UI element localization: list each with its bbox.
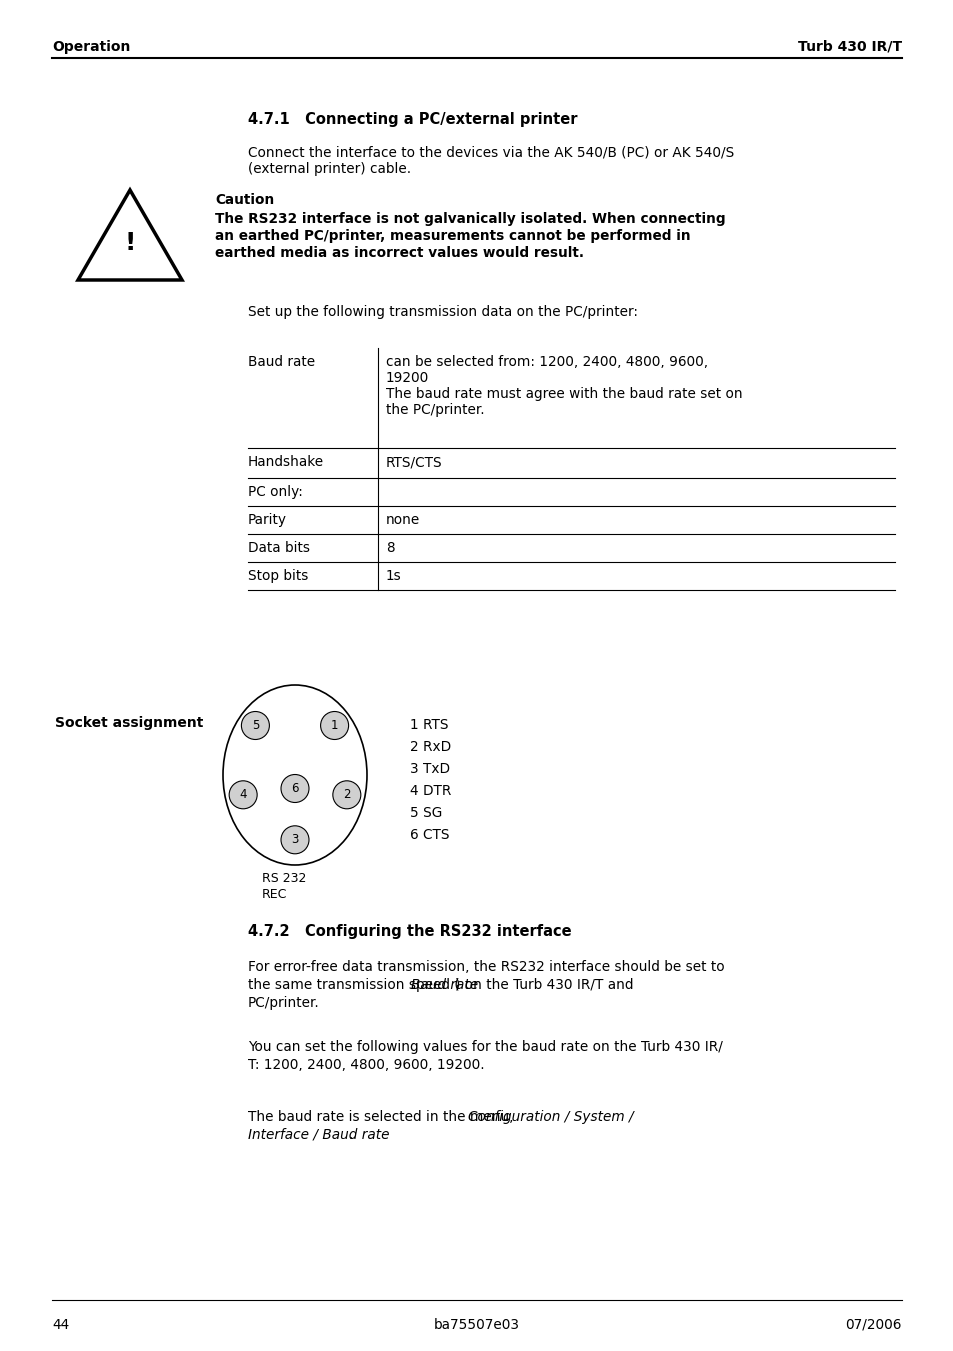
Text: Operation: Operation (52, 41, 131, 54)
Text: Stop bits: Stop bits (248, 569, 308, 584)
Text: Interface / Baud rate: Interface / Baud rate (248, 1128, 389, 1142)
Text: can be selected from: 1200, 2400, 4800, 9600,: can be selected from: 1200, 2400, 4800, … (386, 355, 707, 369)
Text: Baud rate: Baud rate (248, 355, 314, 369)
Text: 07/2006: 07/2006 (844, 1319, 901, 1332)
Text: PC/printer.: PC/printer. (248, 996, 319, 1011)
Text: 2 RxD: 2 RxD (410, 740, 451, 754)
Text: Set up the following transmission data on the PC/printer:: Set up the following transmission data o… (248, 305, 638, 319)
Text: ba75507e03: ba75507e03 (434, 1319, 519, 1332)
Text: !: ! (124, 231, 135, 255)
Text: .: . (348, 1128, 353, 1142)
Text: 1: 1 (331, 719, 338, 732)
Text: earthed media as incorrect values would result.: earthed media as incorrect values would … (214, 246, 583, 259)
Circle shape (281, 825, 309, 854)
Text: Parity: Parity (248, 513, 287, 527)
Text: Handshake: Handshake (248, 455, 324, 469)
Circle shape (320, 712, 348, 739)
Text: 3 TxD: 3 TxD (410, 762, 450, 775)
Text: The RS232 interface is not galvanically isolated. When connecting: The RS232 interface is not galvanically … (214, 212, 725, 226)
Text: 2: 2 (343, 788, 350, 801)
Text: none: none (386, 513, 420, 527)
Text: 4.7.1   Connecting a PC/external printer: 4.7.1 Connecting a PC/external printer (248, 112, 577, 127)
Text: the same transmission speed (: the same transmission speed ( (248, 978, 459, 992)
Text: 5 SG: 5 SG (410, 807, 442, 820)
Text: 5: 5 (252, 719, 259, 732)
Text: Baud rate: Baud rate (411, 978, 478, 992)
Text: RTS/CTS: RTS/CTS (386, 455, 442, 469)
Text: PC only:: PC only: (248, 485, 302, 499)
Text: 19200: 19200 (386, 372, 429, 385)
Text: ) on the Turb 430 IR/T and: ) on the Turb 430 IR/T and (454, 978, 633, 992)
Text: You can set the following values for the baud rate on the Turb 430 IR/: You can set the following values for the… (248, 1040, 722, 1054)
Text: Data bits: Data bits (248, 540, 310, 555)
Text: Turb 430 IR/T: Turb 430 IR/T (797, 41, 901, 54)
Text: The baud rate is selected in the menu,: The baud rate is selected in the menu, (248, 1111, 517, 1124)
Text: 6: 6 (291, 782, 298, 794)
Text: T: 1200, 2400, 4800, 9600, 19200.: T: 1200, 2400, 4800, 9600, 19200. (248, 1058, 484, 1071)
Text: For error-free data transmission, the RS232 interface should be set to: For error-free data transmission, the RS… (248, 961, 724, 974)
Text: Configuration / System /: Configuration / System / (467, 1111, 633, 1124)
Text: REC: REC (262, 888, 287, 901)
Text: Connect the interface to the devices via the AK 540/B (PC) or AK 540/S: Connect the interface to the devices via… (248, 145, 734, 159)
Circle shape (229, 781, 257, 809)
Circle shape (241, 712, 269, 739)
Text: Caution: Caution (214, 193, 274, 207)
Text: 4 DTR: 4 DTR (410, 784, 451, 798)
Text: Socket assignment: Socket assignment (55, 716, 203, 730)
Text: 8: 8 (386, 540, 395, 555)
Text: 6 CTS: 6 CTS (410, 828, 449, 842)
Text: The baud rate must agree with the baud rate set on: The baud rate must agree with the baud r… (386, 386, 741, 401)
Text: 3: 3 (291, 834, 298, 846)
Text: an earthed PC/printer, measurements cannot be performed in: an earthed PC/printer, measurements cann… (214, 230, 690, 243)
Text: 1 RTS: 1 RTS (410, 717, 448, 732)
Text: RS 232: RS 232 (262, 871, 306, 885)
Text: 4: 4 (239, 788, 247, 801)
Text: (external printer) cable.: (external printer) cable. (248, 162, 411, 176)
Text: 1s: 1s (386, 569, 401, 584)
Text: 44: 44 (52, 1319, 70, 1332)
Text: 4.7.2   Configuring the RS232 interface: 4.7.2 Configuring the RS232 interface (248, 924, 571, 939)
Text: the PC/printer.: the PC/printer. (386, 403, 484, 417)
Circle shape (281, 774, 309, 802)
Circle shape (333, 781, 360, 809)
